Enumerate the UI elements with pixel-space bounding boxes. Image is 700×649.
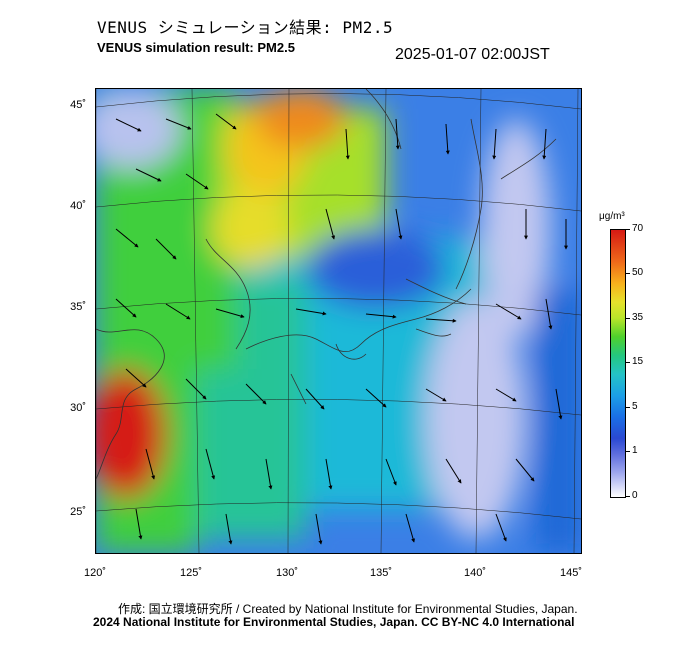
colorbar-tick bbox=[625, 318, 630, 319]
colorbar-label-50: 50 bbox=[632, 267, 644, 278]
colorbar-tick bbox=[625, 229, 630, 230]
lon-label-140: 140˚ bbox=[463, 567, 487, 579]
lat-label-35: 35˚ bbox=[70, 301, 86, 313]
colorbar bbox=[610, 229, 626, 498]
colorbar-label-5: 5 bbox=[632, 401, 638, 412]
colorbar-label-15: 15 bbox=[632, 356, 644, 367]
graticule bbox=[96, 89, 581, 553]
lat-label-45: 45˚ bbox=[70, 99, 86, 111]
pm25-map bbox=[95, 88, 582, 554]
coastlines bbox=[96, 89, 557, 480]
colorbar-label-1: 1 bbox=[632, 445, 638, 456]
lat-label-25: 25˚ bbox=[70, 506, 86, 518]
lon-label-125: 125˚ bbox=[179, 567, 203, 579]
colorbar-tick bbox=[625, 496, 630, 497]
wind-vectors bbox=[115, 113, 568, 545]
lon-label-135: 135˚ bbox=[369, 567, 393, 579]
colorbar-label-35: 35 bbox=[632, 312, 644, 323]
lon-label-145: 145˚ bbox=[559, 567, 583, 579]
lat-label-30: 30˚ bbox=[70, 402, 86, 414]
pm25-map-svg bbox=[96, 89, 581, 553]
lon-label-130: 130˚ bbox=[275, 567, 299, 579]
colorbar-tick bbox=[625, 273, 630, 274]
colorbar-tick bbox=[625, 407, 630, 408]
credit-line: 作成: 国立環境研究所 / Created by National Instit… bbox=[118, 602, 578, 616]
lon-label-120: 120˚ bbox=[83, 567, 107, 579]
colorbar-label-0: 0 bbox=[632, 490, 638, 501]
colorbar-tick bbox=[625, 362, 630, 363]
copyright-line: 2024 National Institute for Environmenta… bbox=[93, 615, 575, 629]
title-japanese: VENUS シミュレーション結果: PM2.5 bbox=[97, 18, 394, 37]
timestamp: 2025-01-07 02:00JST bbox=[395, 46, 550, 63]
colorbar-label-70: 70 bbox=[632, 223, 644, 234]
lat-label-40: 40˚ bbox=[70, 200, 86, 212]
title-english: VENUS simulation result: PM2.5 bbox=[97, 40, 295, 55]
colorbar-tick bbox=[625, 451, 630, 452]
colorbar-unit: μg/m³ bbox=[599, 211, 625, 222]
pm25-concentration-field bbox=[96, 89, 581, 553]
